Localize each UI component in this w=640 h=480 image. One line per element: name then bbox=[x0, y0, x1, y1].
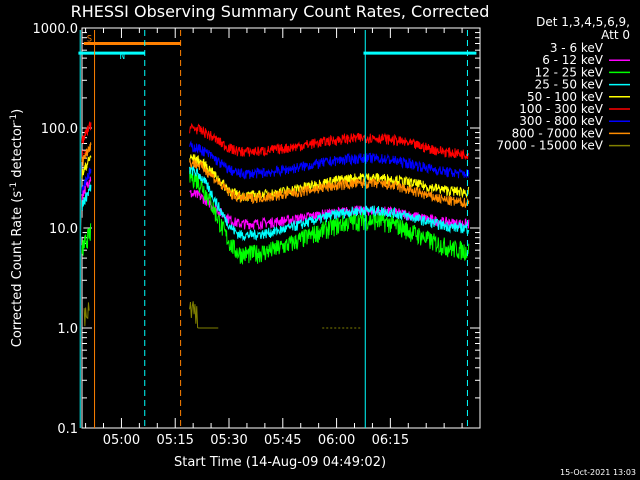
series-3to6keV bbox=[81, 199, 470, 251]
x-tick-label: 05:45 bbox=[264, 433, 301, 448]
legend-label: 7000 - 15000 keV bbox=[496, 139, 603, 153]
series-line bbox=[81, 121, 92, 144]
footer-timestamp: 15-Oct-2021 13:03 bbox=[560, 468, 636, 477]
bars-layer: S N P bbox=[78, 34, 477, 158]
y-tick-label: 1000.0 bbox=[33, 22, 79, 37]
legend-label: 25 - 50 keV bbox=[535, 78, 604, 92]
y-tick-label: 10.0 bbox=[49, 222, 78, 237]
y-axis: 0.1 1.0 10.0 100.0 1000.0 bbox=[33, 22, 480, 437]
x-tick-label: 06:00 bbox=[318, 433, 355, 448]
y-label-part-2: detector bbox=[10, 122, 25, 182]
series-12to25keV bbox=[81, 168, 470, 265]
series-line bbox=[189, 164, 470, 242]
series-800to7000keV bbox=[81, 142, 470, 208]
y-tick-label: 100.0 bbox=[41, 122, 78, 137]
series-line bbox=[189, 140, 470, 180]
series-line bbox=[83, 302, 90, 327]
series-100to300keV bbox=[81, 121, 470, 160]
y-label-part-3: ) bbox=[10, 109, 25, 114]
x-tick-label: 05:15 bbox=[156, 433, 193, 448]
series-line bbox=[81, 223, 92, 256]
series-line bbox=[81, 176, 92, 201]
chart-title: RHESSI Observing Summary Count Rates, Co… bbox=[71, 2, 490, 21]
x-tick-label: 05:30 bbox=[210, 433, 247, 448]
series-line bbox=[81, 183, 92, 212]
legend-label: 50 - 100 keV bbox=[527, 90, 604, 104]
series-25to50keV bbox=[81, 164, 470, 242]
x-tick-label: 06:15 bbox=[372, 433, 409, 448]
legend-label: 6 - 12 keV bbox=[542, 53, 604, 67]
x-axis-label: Start Time (14-Aug-09 04:49:02) bbox=[174, 455, 386, 470]
y-tick-label: 0.1 bbox=[57, 422, 78, 437]
state-bar-label: S bbox=[87, 34, 92, 44]
series-line bbox=[189, 159, 470, 208]
y-axis-label: Corrected Count Rate (s-1 detector-1) bbox=[9, 109, 25, 347]
legend-header-1: Det 1,3,4,5,6,9, bbox=[536, 15, 630, 29]
y-tick-label: 1.0 bbox=[57, 322, 78, 337]
vlines-layer bbox=[79, 30, 468, 428]
series-layer bbox=[81, 121, 470, 329]
series-line bbox=[81, 155, 92, 179]
legend-label: 3 - 6 keV bbox=[550, 41, 604, 55]
p-annotation: P bbox=[81, 149, 86, 158]
x-tick-label: 05:00 bbox=[103, 433, 140, 448]
x-axis: 05:00 05:15 05:30 05:45 06:00 06:15 bbox=[85, 28, 463, 448]
series-line bbox=[189, 301, 219, 329]
series-line bbox=[81, 199, 92, 237]
legend-label: 800 - 7000 keV bbox=[512, 126, 604, 140]
legend-header-2: Att 0 bbox=[601, 28, 630, 42]
state-bar-label: N bbox=[120, 52, 125, 62]
legend-label: 300 - 800 keV bbox=[519, 114, 603, 128]
series-300to800keV bbox=[81, 140, 470, 195]
legend-label: 12 - 25 keV bbox=[535, 65, 604, 79]
series-7000to15000keV bbox=[83, 301, 362, 329]
series-line bbox=[81, 167, 92, 195]
y-label-exponent-2: -1 bbox=[9, 114, 19, 123]
series-line bbox=[81, 142, 92, 168]
series-line bbox=[189, 122, 470, 160]
series-line bbox=[189, 168, 470, 265]
legend-label: 100 - 300 keV bbox=[519, 102, 603, 116]
series-6to12keV bbox=[81, 176, 470, 231]
y-label-exponent-1: -1 bbox=[9, 182, 19, 191]
y-label-part-1: Corrected Count Rate (s bbox=[10, 191, 25, 348]
